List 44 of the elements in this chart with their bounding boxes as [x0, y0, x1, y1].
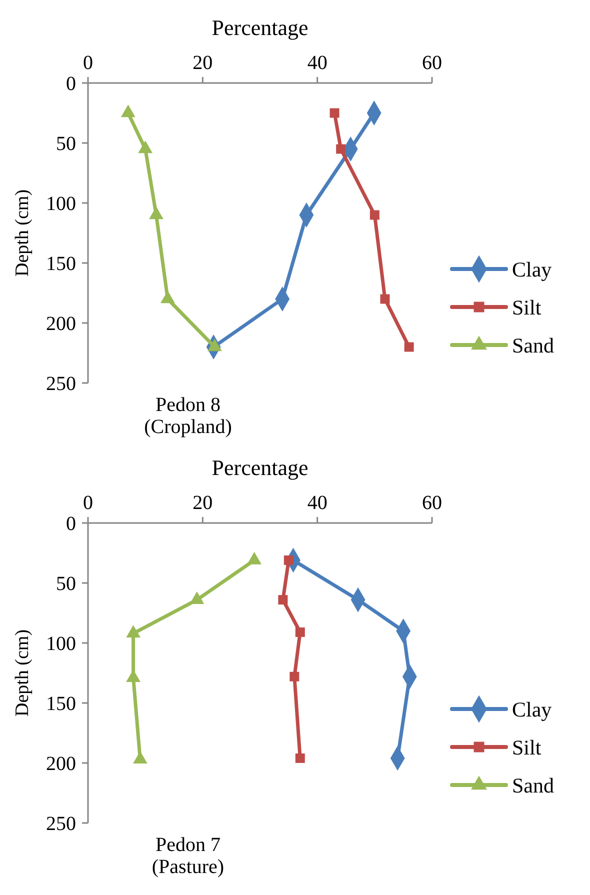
y-tick-label: 150	[46, 253, 76, 275]
x-tick-label: 60	[422, 492, 442, 514]
x-tick-label: 40	[307, 492, 328, 514]
y-axis-title: Depth (cm)	[12, 629, 33, 717]
x-tick-label: 0	[83, 492, 93, 514]
y-tick-label: 150	[46, 693, 76, 715]
legend-label: Clay	[512, 257, 552, 282]
legend-label: Sand	[512, 773, 554, 798]
legend-label: Sand	[512, 333, 554, 358]
y-tick-label: 250	[46, 373, 76, 395]
text: Pedon 7	[156, 834, 220, 856]
text: (Pasture)	[152, 856, 224, 878]
y-axis-title: Depth (cm)	[12, 189, 33, 277]
y-tick-label: 100	[46, 633, 76, 655]
point	[370, 210, 380, 220]
legend-label: Clay	[512, 697, 552, 722]
y-tick-label: 200	[46, 313, 76, 335]
text: Pedon 8	[156, 394, 220, 416]
y-tick-label: 0	[66, 513, 76, 535]
point	[278, 595, 288, 605]
point	[330, 108, 340, 118]
y-tick-label: 250	[46, 813, 76, 835]
legend-label: Silt	[512, 295, 542, 320]
x-tick-label: 20	[192, 492, 213, 514]
x-axis-title: Percentage	[212, 15, 308, 40]
y-tick-label: 50	[56, 133, 76, 155]
x-axis-title: Percentage	[212, 455, 308, 480]
x-tick-label: 20	[192, 52, 213, 74]
y-tick-label: 200	[46, 753, 76, 775]
point	[295, 627, 305, 637]
y-tick-label: 50	[56, 573, 76, 595]
x-tick-label: 40	[307, 52, 328, 74]
point	[284, 555, 294, 565]
point	[290, 672, 300, 682]
x-tick-label: 60	[422, 52, 442, 74]
x-tick-label: 0	[83, 52, 93, 74]
point	[380, 294, 390, 304]
point	[336, 144, 346, 154]
point	[295, 753, 305, 763]
y-tick-label: 0	[66, 73, 76, 95]
text: (Cropland)	[144, 416, 232, 438]
y-tick-label: 100	[46, 193, 76, 215]
legend-label: Silt	[512, 735, 542, 760]
point	[404, 342, 414, 352]
